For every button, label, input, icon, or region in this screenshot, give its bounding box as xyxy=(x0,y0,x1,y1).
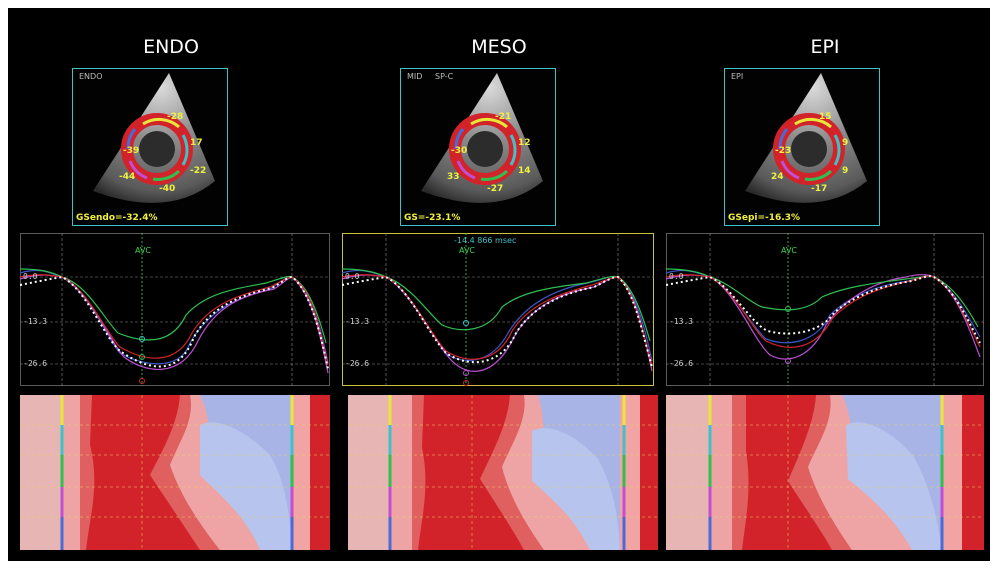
y-axis-label: -13.3 xyxy=(23,317,48,326)
segment-value: 12 xyxy=(518,138,531,148)
segment-value: 9 xyxy=(842,166,848,176)
epi-title: EPI xyxy=(810,36,840,58)
epi-strain-curves: 0.0 -13.3 -26.6 AVC xyxy=(666,233,984,386)
segment-value: -28 xyxy=(167,112,183,122)
meso-echo-image: MID SP-C -21 12 14 -27 xyxy=(400,68,556,226)
meso-strain-heatmap xyxy=(348,395,658,550)
y-axis-label: 0.0 xyxy=(23,272,38,281)
segment-value: 15 xyxy=(819,112,832,122)
y-axis-label: -26.6 xyxy=(345,359,370,368)
endo-echo-image: ENDO -28 17 -22 -40 -44 xyxy=(72,68,228,226)
y-axis-label: -13.3 xyxy=(345,317,370,326)
epi-global-strain: GSepi=-16.3% xyxy=(728,213,800,223)
epi-panel: EPI EPI 15 9 9 -17 xyxy=(662,8,988,561)
meso-strain-curves: 0.0 -13.3 -26.6 -14.4 866 msec AVC xyxy=(342,233,654,386)
meso-echo-label: SP-C xyxy=(435,72,454,81)
y-axis-label: -26.6 xyxy=(669,359,694,368)
segment-value: 17 xyxy=(190,138,203,148)
meso-title: MESO xyxy=(471,36,527,58)
y-axis-label: 0.0 xyxy=(345,272,360,281)
avc-marker: AVC xyxy=(781,246,798,255)
endo-echo-label: ENDO xyxy=(79,72,103,81)
y-axis-label: -26.6 xyxy=(23,359,48,368)
black-frame: ENDO ENDO -28 17 -22 -40 xyxy=(8,8,990,561)
endo-strain-heatmap xyxy=(20,395,330,550)
segment-value: -17 xyxy=(811,184,827,194)
cursor-readout: -14.4 866 msec xyxy=(454,236,517,245)
endo-title: ENDO xyxy=(143,36,199,58)
meso-echo-label: MID xyxy=(407,72,423,81)
avc-marker: AVC xyxy=(459,246,476,255)
segment-value: 9 xyxy=(842,138,848,148)
meso-global-strain: GS=-23.1% xyxy=(404,213,461,223)
segment-value: -22 xyxy=(190,166,206,176)
segment-value: -23 xyxy=(775,146,791,156)
endo-echo-sector: -28 17 -22 -40 -44 -39 xyxy=(93,73,215,203)
segment-value: -44 xyxy=(119,172,135,182)
meso-panel: MESO MID SP-C -21 12 14 xyxy=(336,8,662,561)
meso-echo-sector: -21 12 14 -27 33 -30 xyxy=(421,73,543,203)
avc-marker: AVC xyxy=(135,246,152,255)
segment-value: 24 xyxy=(771,172,784,182)
segment-value: -27 xyxy=(487,184,503,194)
endo-global-strain: GSendo=-32.4% xyxy=(76,213,158,223)
epi-echo-label: EPI xyxy=(731,72,744,81)
segment-value: 33 xyxy=(447,172,460,182)
segment-value: -30 xyxy=(451,146,467,156)
segment-value: -40 xyxy=(159,184,175,194)
segment-value: -39 xyxy=(123,146,139,156)
y-axis-label: -13.3 xyxy=(669,317,694,326)
segment-value: -21 xyxy=(495,112,511,122)
epi-strain-heatmap xyxy=(666,395,984,550)
endo-panel: ENDO ENDO -28 17 -22 -40 xyxy=(8,8,334,561)
epi-echo-image: EPI 15 9 9 -17 24 -2 xyxy=(724,68,880,226)
epi-echo-sector: 15 9 9 -17 24 -23 xyxy=(745,73,867,203)
segment-value: 14 xyxy=(518,166,531,176)
endo-strain-curves: 0.0 -13.3 -26.6 AVC xyxy=(20,233,330,386)
y-axis-label: 0.0 xyxy=(669,272,684,281)
